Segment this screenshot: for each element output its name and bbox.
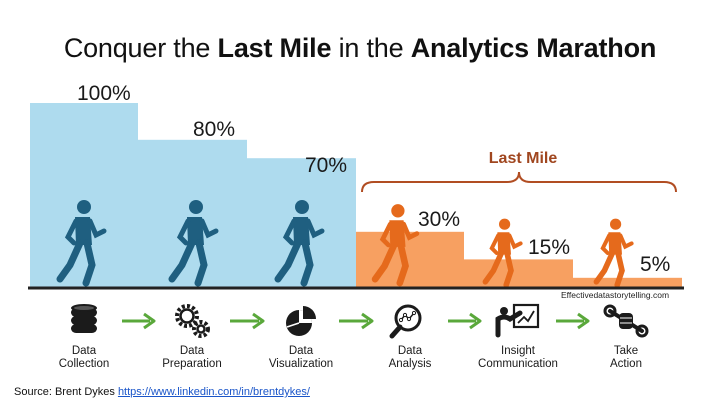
value-label-3: 70% — [305, 154, 348, 177]
source-citation: Source: Brent Dykes https://www.linkedin… — [14, 386, 310, 398]
runner-2 — [168, 200, 219, 287]
presenter-icon — [495, 303, 540, 338]
stage-label-line2: Visualization — [268, 358, 334, 370]
pie-chart-icon — [286, 306, 316, 336]
arrow-icon — [556, 312, 590, 330]
database-icon — [71, 304, 97, 333]
runner-4 — [371, 204, 420, 287]
stage-label-3: Data Visualization — [246, 345, 356, 371]
page-title: Conquer the Last Mile in the Analytics M… — [63, 33, 657, 63]
runner-1 — [56, 200, 107, 287]
stage-label-line1: Data — [288, 345, 314, 357]
arrow-icon — [230, 312, 265, 330]
stage-label-line2: Action — [610, 358, 642, 370]
value-label-6: 5% — [640, 253, 671, 276]
last-mile-brace — [361, 171, 677, 193]
stage-label-line1: Insight — [501, 345, 535, 357]
gears-icon — [175, 304, 210, 338]
stage-label-6: Take Action — [571, 345, 681, 371]
stage-label-line2: Collection — [58, 358, 110, 370]
stage-label-line2: Communication — [478, 358, 558, 370]
value-label-1: 100% — [77, 82, 131, 105]
bar-data-collection — [30, 103, 138, 287]
value-label-5: 15% — [528, 236, 571, 259]
stage-label-line1: Data — [71, 345, 97, 357]
runner-5 — [482, 218, 523, 288]
value-label-4: 30% — [418, 208, 461, 231]
stage-label-4: Data Analysis — [355, 345, 465, 371]
last-mile-label: Last Mile — [488, 150, 558, 167]
bar-take-action — [573, 277, 682, 287]
stage-label-line2: Analysis — [388, 358, 432, 370]
stage-label-5: Insight Communication — [463, 345, 573, 371]
arrow-icon — [122, 312, 156, 330]
stage-label-line1: Take — [613, 345, 639, 357]
value-label-2: 80% — [193, 118, 236, 141]
bar-data-preparation — [138, 139, 247, 287]
stage-label-line1: Data — [179, 345, 205, 357]
stage-label-1: Data Collection — [29, 345, 139, 371]
credit-text: Effectivedatastorytelling.com — [561, 290, 670, 300]
runner-3 — [274, 200, 325, 287]
stage-label-line2: Preparation — [162, 358, 222, 370]
arrow-icon — [448, 312, 482, 330]
source-link[interactable]: https://www.linkedin.com/in/brentdykes/ — [117, 386, 310, 398]
stage-label-line1: Data — [397, 345, 423, 357]
stage-label-2: Data Preparation — [137, 345, 247, 371]
wrench-fist-icon — [603, 304, 649, 338]
runner-6 — [593, 218, 634, 288]
arrow-icon — [339, 312, 374, 330]
magnifier-icon — [389, 304, 422, 339]
bar-insight-communication — [464, 259, 573, 287]
